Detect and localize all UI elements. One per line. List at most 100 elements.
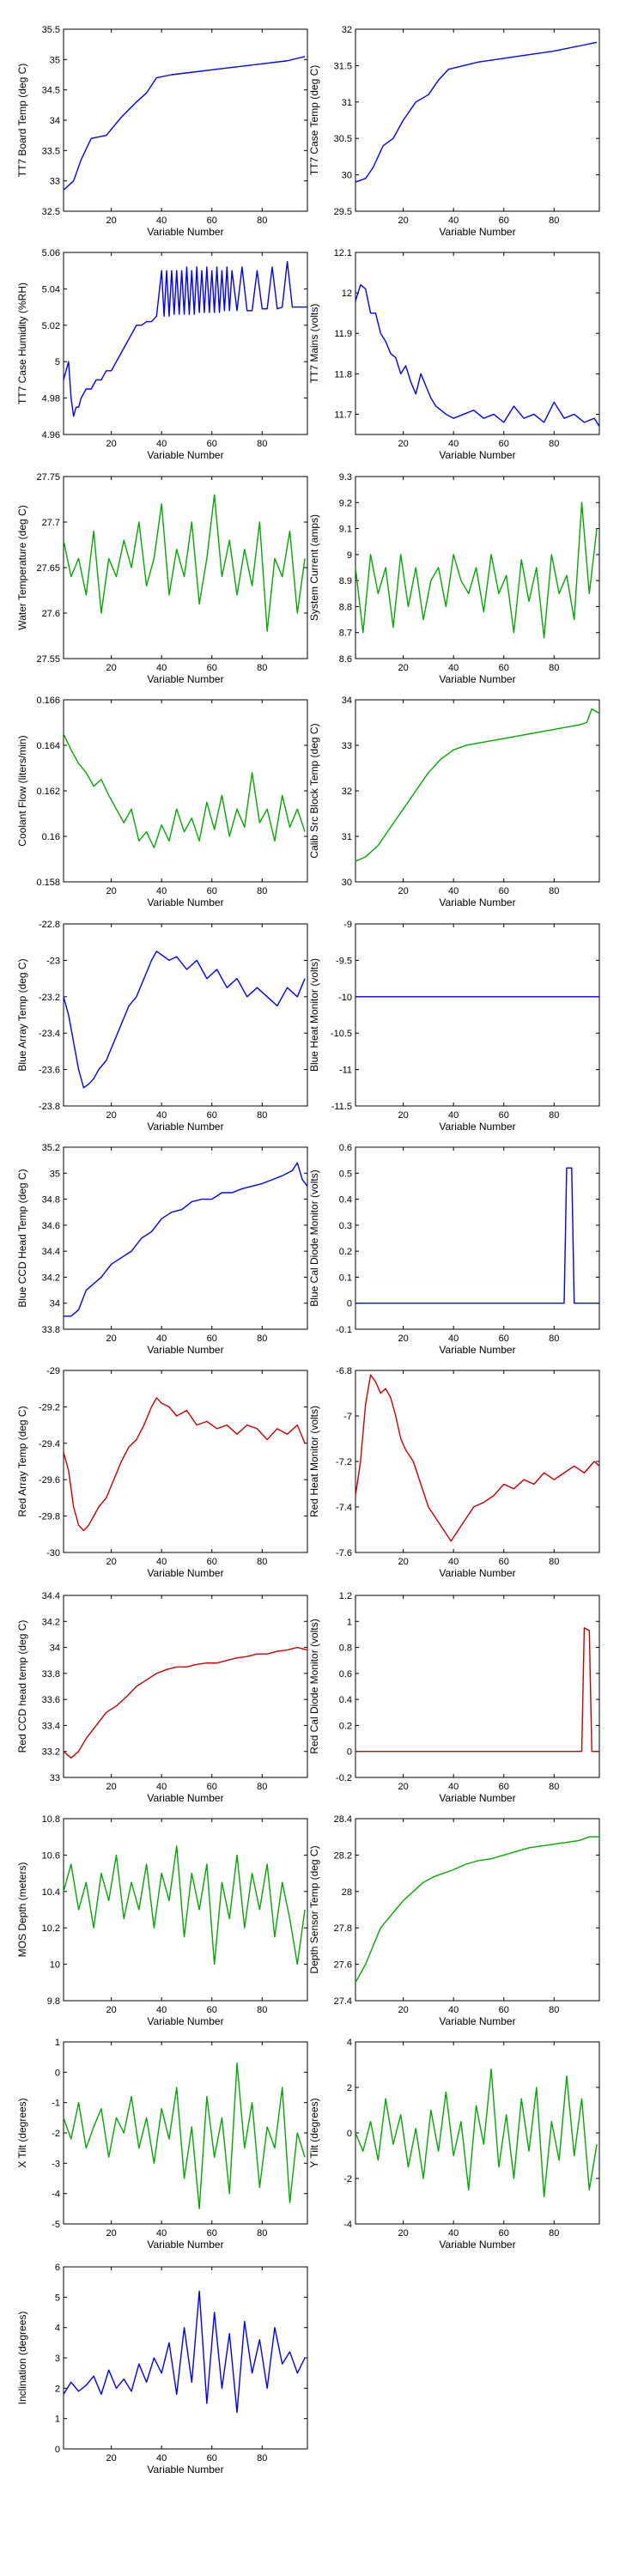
y-tick-label: 9.1 <box>339 525 352 535</box>
x-tick-label: 80 <box>257 216 267 226</box>
y-tick-label: 34 <box>50 1299 60 1309</box>
x-axis-label: Variable Number <box>147 896 223 908</box>
x-tick-label: 40 <box>448 886 459 896</box>
y-tick-label: -2 <box>343 2174 352 2184</box>
x-tick-label: 80 <box>549 663 559 673</box>
y-tick-label: 27.6 <box>334 1960 352 1971</box>
chart-panel-13: 20 40 60 80 -30 -29.8 -29.6 -29.4 -29.2 -29 Variab… <box>16 1366 308 1579</box>
y-tick-label: 30 <box>342 878 352 888</box>
x-tick-label: 40 <box>156 2005 167 2015</box>
y-tick-label: 0.2 <box>339 1721 352 1731</box>
y-tick-label: 11.7 <box>334 410 352 420</box>
y-tick-label: 34.5 <box>42 86 60 96</box>
chart-panel-14: 20 40 60 80 -7.6 -7.4 -7.2 -7 -6.8 Variable Numbe… <box>308 1366 600 1579</box>
x-tick-label: 60 <box>207 1782 217 1792</box>
y-tick-label: 31 <box>342 98 352 108</box>
plot-frame <box>355 476 600 659</box>
series-line <box>63 260 307 417</box>
x-tick-label: 20 <box>398 1557 409 1567</box>
y-tick-label: -23 <box>46 956 60 966</box>
chart-panel-17: 20 40 60 80 9.8 10 10.2 10.4 10.6 10.8 Variable Nu… <box>16 1814 308 2027</box>
plot-frame <box>355 1595 600 1778</box>
x-tick-label: 40 <box>448 439 459 449</box>
y-tick-label: -23.4 <box>39 1029 60 1039</box>
x-axis-label: Variable Number <box>439 1121 515 1133</box>
y-tick-label: 5.02 <box>42 321 60 331</box>
y-tick-label: 29.5 <box>334 207 352 217</box>
y-tick-label: -11 <box>339 1066 352 1076</box>
x-axis-label: Variable Number <box>439 1567 515 1579</box>
y-tick-label: -0.1 <box>336 1325 352 1335</box>
y-tick-label: 33.6 <box>42 1695 60 1705</box>
y-tick-label: 30 <box>342 171 352 181</box>
y-tick-label: -7 <box>343 1412 352 1422</box>
x-tick-label: 80 <box>549 216 559 226</box>
y-axis-label: Blue Cal Diode Monitor (volts) <box>308 1170 320 1306</box>
x-axis-label: Variable Number <box>147 1344 223 1356</box>
y-tick-label: -1 <box>52 2099 60 2109</box>
x-axis-label: Variable Number <box>439 1344 515 1356</box>
y-tick-label: 5.06 <box>42 248 60 258</box>
x-tick-label: 60 <box>207 1557 217 1567</box>
y-tick-label: 28 <box>342 1887 352 1898</box>
y-tick-label: 27.7 <box>42 518 60 528</box>
chart-panel-7: 20 40 60 80 0.158 0.16 0.162 0.164 0.166 Variable… <box>16 696 308 908</box>
x-tick-label: 40 <box>156 886 167 896</box>
x-tick-label: 40 <box>448 1557 459 1567</box>
series-line <box>355 41 598 183</box>
series-line <box>63 951 306 1089</box>
x-axis-label: Variable Number <box>147 1792 223 1804</box>
series-line <box>63 1845 306 1965</box>
y-tick-label: 32 <box>342 787 352 797</box>
y-tick-label: 34 <box>342 696 352 706</box>
x-axis-label: Variable Number <box>147 226 223 238</box>
series-line <box>355 1374 600 1542</box>
y-tick-label: -6.8 <box>336 1366 352 1376</box>
x-tick-label: 60 <box>207 2228 217 2239</box>
y-tick-label: -5 <box>52 2220 60 2230</box>
y-tick-label: 34.4 <box>42 1591 60 1601</box>
x-tick-label: 60 <box>499 439 509 449</box>
x-tick-label: 20 <box>398 663 409 673</box>
y-axis-label: Inclination (degrees) <box>16 2312 28 2405</box>
x-tick-label: 20 <box>106 439 117 449</box>
y-tick-label: 34 <box>50 116 60 126</box>
x-tick-label: 20 <box>398 216 409 226</box>
series-line <box>64 1162 308 1317</box>
y-tick-label: 34.8 <box>42 1195 60 1206</box>
y-tick-label: 0.3 <box>339 1221 352 1231</box>
x-tick-label: 20 <box>106 1110 117 1121</box>
y-tick-label: -29.4 <box>39 1439 60 1449</box>
x-tick-label: 40 <box>156 1110 167 1121</box>
chart-panel-4: 20 40 60 80 11.7 11.8 11.9 12 12.1 Variable Numbe… <box>308 248 600 461</box>
x-tick-label: 80 <box>257 1110 267 1121</box>
y-axis-label: Blue Array Temp (deg C) <box>16 958 28 1071</box>
y-tick-label: 10.8 <box>42 1814 60 1825</box>
y-tick-label: 0.8 <box>339 1643 352 1654</box>
y-tick-label: 35.2 <box>42 1143 60 1153</box>
y-tick-label: -23.2 <box>39 993 60 1003</box>
plot-frame <box>63 1595 308 1778</box>
plot-frame <box>355 1370 600 1553</box>
x-tick-label: 20 <box>398 1782 409 1792</box>
y-tick-label: 33.8 <box>42 1325 60 1335</box>
x-tick-label: 20 <box>106 1557 117 1567</box>
y-tick-label: 4 <box>347 2038 352 2048</box>
x-tick-label: 40 <box>448 1782 459 1792</box>
x-axis-label: Variable Number <box>147 2015 223 2027</box>
y-tick-label: -29.2 <box>39 1402 60 1413</box>
x-tick-label: 60 <box>499 886 509 896</box>
plot-frame <box>63 1370 308 1553</box>
y-tick-label: 8.7 <box>339 629 352 639</box>
x-tick-label: 20 <box>106 1782 117 1792</box>
x-tick-label: 80 <box>549 2228 559 2239</box>
y-tick-label: 10.6 <box>42 1850 60 1861</box>
x-tick-label: 80 <box>257 886 267 896</box>
y-axis-label: System Current (amps) <box>308 514 320 621</box>
y-tick-label: -7.2 <box>336 1457 352 1467</box>
y-tick-label: 34.4 <box>42 1247 60 1257</box>
x-tick-label: 80 <box>257 439 267 449</box>
series-line <box>355 1627 599 1753</box>
x-axis-label: Variable Number <box>147 2239 223 2251</box>
y-tick-label: 0 <box>347 2129 352 2139</box>
